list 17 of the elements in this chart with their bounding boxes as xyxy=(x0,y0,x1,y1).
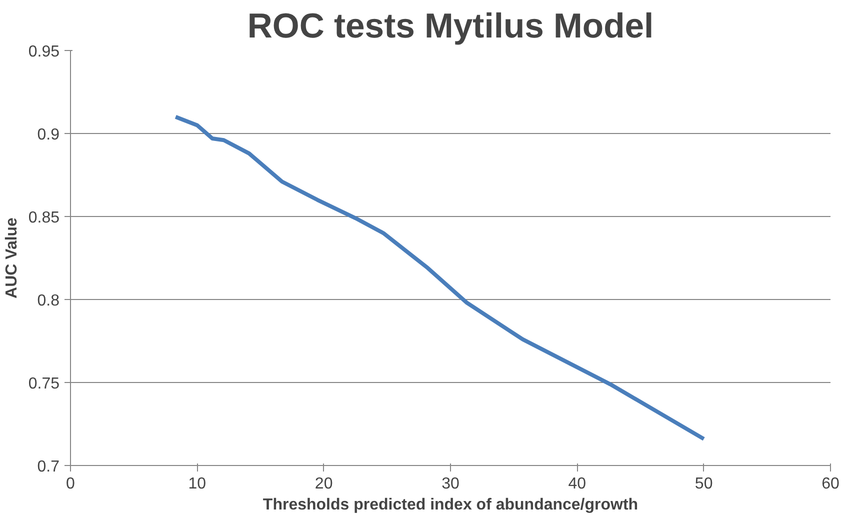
x-tick-label: 40 xyxy=(568,476,586,492)
y-axis-title: AUC Value xyxy=(3,217,20,298)
x-tick-label: 50 xyxy=(694,476,713,492)
y-tick-label: 0.95 xyxy=(28,44,60,60)
x-tick-label: 10 xyxy=(188,476,206,492)
x-axis-title: Thresholds predicted index of abundance/growth xyxy=(262,496,638,514)
x-tick-label: 0 xyxy=(66,476,76,492)
y-tick-label: 0.85 xyxy=(28,210,60,226)
y-tick-label: 0.7 xyxy=(37,458,60,476)
y-tick-label: 0.9 xyxy=(37,126,60,144)
x-tick-label: 30 xyxy=(442,476,460,492)
y-tick-label: 0.8 xyxy=(37,292,60,310)
x-tick-label: 60 xyxy=(822,476,840,492)
x-tick-label: 20 xyxy=(314,476,333,492)
chart-title: ROC tests Mytilus Model xyxy=(247,8,654,46)
y-tick-label: 0.75 xyxy=(28,376,60,392)
line-series xyxy=(174,114,706,441)
